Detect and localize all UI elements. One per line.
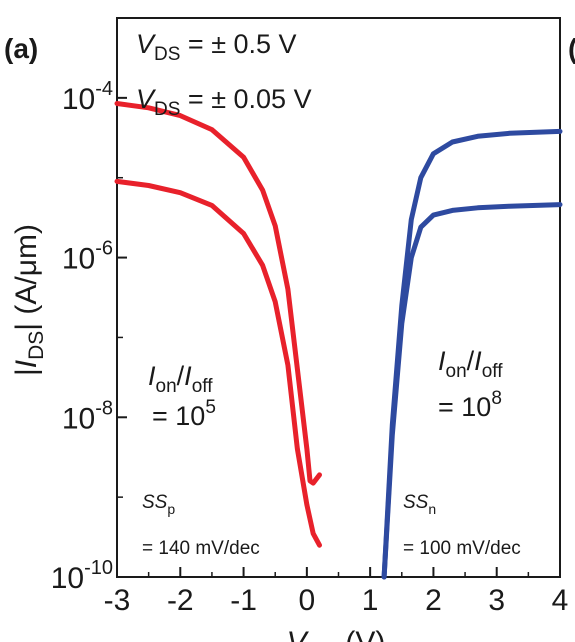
x-tick-label: 1 (362, 584, 379, 617)
x-tick-label: 2 (425, 584, 442, 617)
x-tick-label: -3 (104, 584, 131, 617)
y-tick-label: 10-4 (62, 78, 113, 116)
svg-text:Ion/Ioff: Ion/Ioff (438, 346, 503, 382)
y-tick-label: 10-10 (51, 557, 113, 595)
p-ratio-annotation: Ion/Ioff = 105 (148, 361, 216, 431)
legend: VDS = ± 0.5 V VDS = ± 0.05 V (136, 29, 312, 120)
svg-text:= 108: = 108 (438, 388, 502, 422)
legend-entry: VDS = ± 0.5 V (136, 29, 297, 65)
y-tick-label: 10-6 (62, 238, 113, 276)
svg-text:= 100 mV/dec: = 100 mV/dec (403, 538, 521, 559)
p-ss-annotation: SSp = 140 mV/dec (142, 492, 260, 559)
legend-entry: VDS = ± 0.05 V (136, 84, 312, 120)
svg-text:SSn: SSn (403, 492, 436, 517)
x-tick-label: -2 (167, 584, 194, 617)
svg-text:SSp: SSp (142, 492, 175, 517)
series-line (381, 202, 563, 580)
x-axis-label: VGS (V) (287, 626, 386, 642)
x-tick-label: 4 (552, 584, 569, 617)
n-ss-annotation: SSn = 100 mV/dec (403, 492, 521, 559)
x-tick-label: 0 (299, 584, 316, 617)
svg-text:= 105: = 105 (152, 397, 216, 431)
series-line (114, 178, 322, 548)
x-tick-label: 3 (488, 584, 505, 617)
series-line (114, 101, 322, 486)
panel-label: (a) (4, 33, 38, 64)
y-tick-label: 10-8 (62, 397, 113, 435)
y-axis-label: |IDS| (A/μm) (10, 224, 48, 376)
n-ratio-annotation: Ion/Ioff = 108 (438, 346, 503, 422)
axis-ticks: -3 -2 -1 0 1 2 3 4 10-4 10-6 10-8 10-10 (51, 17, 569, 617)
x-tick-label: -1 (230, 584, 257, 617)
neighbor-panel-label: ( (568, 33, 575, 64)
curves (114, 101, 563, 580)
svg-text:= 140 mV/dec: = 140 mV/dec (142, 538, 260, 559)
svg-text:Ion/Ioff: Ion/Ioff (148, 361, 213, 397)
